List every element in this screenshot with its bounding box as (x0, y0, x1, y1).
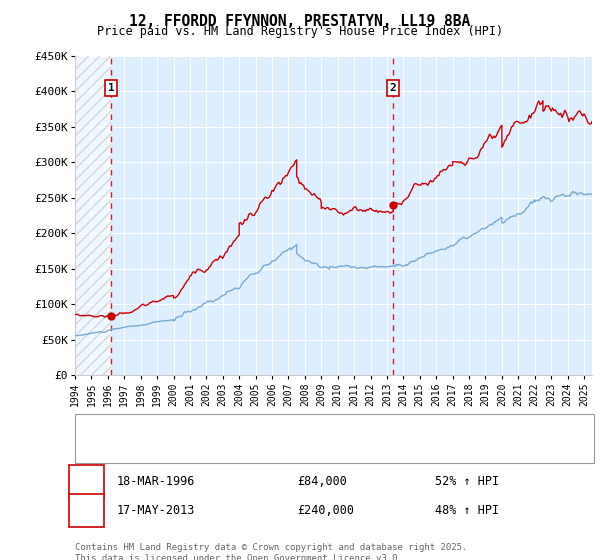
Text: 18-MAR-1996: 18-MAR-1996 (117, 475, 196, 488)
Text: £84,000: £84,000 (297, 475, 347, 488)
Text: 1: 1 (108, 83, 115, 93)
Bar (75, 56, 111, 375)
Text: £240,000: £240,000 (297, 504, 354, 517)
Text: 17-MAY-2013: 17-MAY-2013 (117, 504, 196, 517)
Text: 52% ↑ HPI: 52% ↑ HPI (435, 475, 499, 488)
Text: HPI: Average price, detached house, Denbighshire: HPI: Average price, detached house, Denb… (120, 445, 420, 455)
Text: Contains HM Land Registry data © Crown copyright and database right 2025.
This d: Contains HM Land Registry data © Crown c… (75, 543, 467, 560)
Text: 1: 1 (83, 475, 90, 488)
Text: 48% ↑ HPI: 48% ↑ HPI (435, 504, 499, 517)
Text: 2: 2 (390, 83, 397, 93)
Text: Price paid vs. HM Land Registry's House Price Index (HPI): Price paid vs. HM Land Registry's House … (97, 25, 503, 38)
Text: 12, FFORDD FFYNNON, PRESTATYN, LL19 8BA (detached house): 12, FFORDD FFYNNON, PRESTATYN, LL19 8BA … (120, 423, 470, 433)
Text: 2: 2 (83, 504, 90, 517)
Text: 12, FFORDD FFYNNON, PRESTATYN, LL19 8BA: 12, FFORDD FFYNNON, PRESTATYN, LL19 8BA (130, 14, 470, 29)
